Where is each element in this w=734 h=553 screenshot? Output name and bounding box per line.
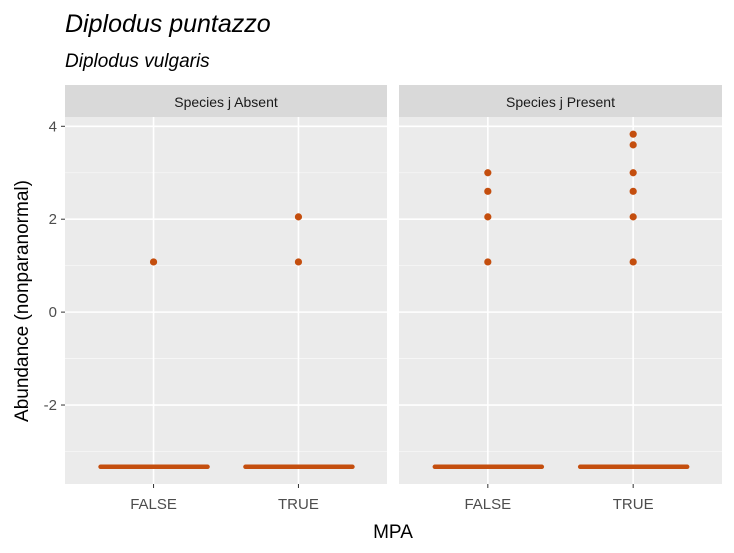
y-tick-label: 2 <box>49 211 57 228</box>
data-point <box>629 258 637 266</box>
chart-title: Diplodus puntazzo <box>65 10 271 38</box>
data-point <box>629 213 637 221</box>
chart-subtitle: Diplodus vulgaris <box>65 51 210 72</box>
data-point <box>484 187 492 195</box>
y-tick-label: 4 <box>49 118 57 135</box>
y-tick-label: -2 <box>44 397 57 414</box>
data-point <box>484 213 492 221</box>
panel-2: Species j Present FALSE TRUE <box>399 85 722 513</box>
x-axis-title: MPA <box>373 522 413 543</box>
x-tick-label: FALSE <box>464 496 511 513</box>
x-tick-label: FALSE <box>130 496 177 513</box>
data-point <box>629 187 637 195</box>
data-point <box>294 258 303 266</box>
data-point <box>629 141 637 149</box>
data-point <box>149 258 158 266</box>
data-point <box>629 169 637 177</box>
strip-background <box>65 85 387 117</box>
data-point <box>629 130 637 138</box>
data-point <box>484 258 492 266</box>
strip-background <box>399 85 722 117</box>
strip-label: Species j Present <box>506 94 615 110</box>
panel-background <box>399 117 722 484</box>
x-tick-label: TRUE <box>613 496 654 513</box>
panel-1: Species j Absent FALSE TRUE <box>65 85 387 513</box>
x-tick-label: TRUE <box>278 496 319 513</box>
data-point <box>484 169 492 177</box>
y-tick-label: 0 <box>49 304 57 321</box>
strip-label: Species j Absent <box>174 94 278 110</box>
panel-background <box>65 117 387 484</box>
data-point <box>294 213 303 221</box>
y-axis-title: Abundance (nonparanormal) <box>12 180 33 422</box>
